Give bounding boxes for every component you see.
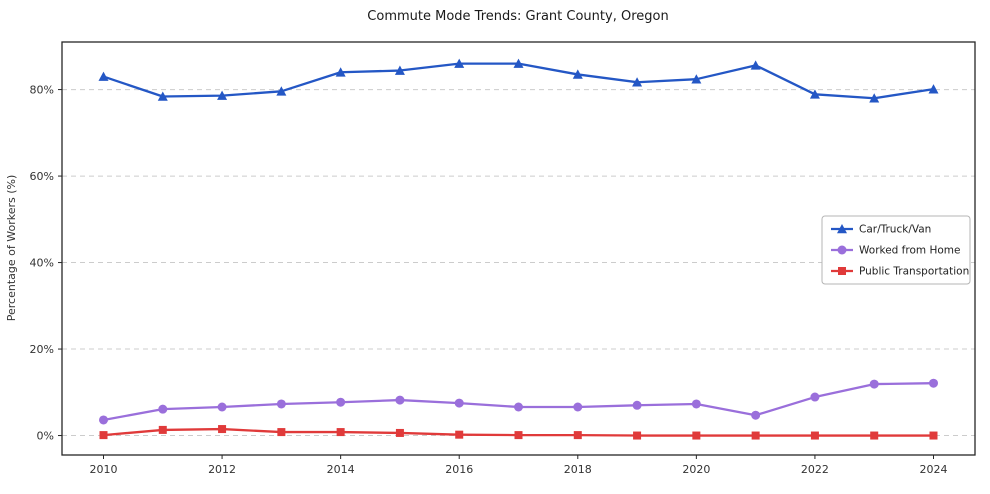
plot-border	[61, 41, 976, 456]
marker-square-icon	[395, 428, 404, 437]
marker-triangle-icon	[869, 93, 880, 103]
legend-label: Public Transportation	[859, 266, 969, 278]
marker-square-icon	[633, 431, 642, 440]
marker-circle-icon	[691, 399, 701, 409]
marker-square-icon	[277, 428, 286, 437]
marker-square-icon	[870, 431, 879, 440]
x-tick-label: 2020	[682, 463, 710, 476]
x-tick-label: 2018	[564, 463, 592, 476]
marker-triangle-icon	[750, 60, 761, 70]
chart-generated-layer: 0% 20% 40% 60% 80% 2010 2012 2014 2016 2018 2020 20…	[30, 41, 976, 476]
marker-triangle-icon	[394, 65, 405, 75]
marker-circle-icon	[632, 400, 642, 410]
marker-circle-icon	[514, 402, 523, 412]
marker-circle-icon	[99, 415, 108, 425]
y-tick-label: 80%	[30, 84, 54, 97]
marker-circle-icon	[454, 398, 464, 408]
series-public-transportation	[99, 425, 938, 440]
x-tick-label: 2024	[920, 463, 948, 476]
marker-square-icon	[455, 430, 464, 439]
marker-circle-icon	[573, 402, 583, 412]
marker-circle-icon	[158, 404, 168, 414]
y-tick-label: 0%	[37, 430, 54, 443]
legend: Car/Truck/Van Worked from Home Public Tran…	[821, 215, 971, 285]
marker-triangle-icon	[632, 77, 643, 87]
marker-triangle-icon	[809, 89, 820, 99]
marker-square-icon	[838, 267, 846, 275]
x-tick-label: 2022	[801, 463, 829, 476]
marker-square-icon	[573, 431, 582, 440]
legend-item: Public Transportation	[831, 266, 969, 278]
x-tick-label: 2016	[445, 463, 473, 476]
marker-triangle-icon	[276, 86, 287, 96]
chart-title: Commute Mode Trends: Grant County, Orego…	[367, 9, 668, 24]
legend-item: Car/Truck/Van	[831, 224, 931, 236]
marker-circle-icon	[336, 397, 346, 407]
x-tick-label: 2010	[90, 463, 118, 476]
legend-box	[821, 215, 971, 285]
y-tick-label: 20%	[30, 343, 54, 356]
legend-label: Worked from Home	[859, 245, 960, 257]
marker-square-icon	[99, 431, 108, 440]
legend-item: Worked from Home	[831, 245, 960, 257]
marker-square-icon	[810, 431, 819, 440]
series-worked-from-home	[99, 378, 938, 425]
series-car-truck-van	[98, 58, 939, 103]
x-tick-label: 2012	[208, 463, 236, 476]
marker-square-icon	[158, 425, 167, 434]
marker-circle-icon	[217, 402, 227, 412]
marker-triangle-icon	[837, 224, 847, 234]
marker-square-icon	[751, 431, 760, 440]
marker-triangle-icon	[157, 91, 168, 101]
marker-triangle-icon	[454, 58, 465, 68]
marker-square-icon	[218, 425, 227, 434]
marker-triangle-icon	[98, 71, 109, 81]
marker-circle-icon	[869, 379, 879, 389]
marker-square-icon	[692, 431, 701, 440]
marker-triangle-icon	[691, 74, 702, 84]
marker-triangle-icon	[928, 84, 939, 94]
y-tick-label: 60%	[30, 170, 54, 183]
marker-circle-icon	[276, 399, 286, 409]
marker-square-icon	[514, 431, 523, 440]
marker-square-icon	[336, 428, 345, 437]
marker-circle-icon	[837, 245, 847, 255]
marker-triangle-icon	[513, 58, 524, 68]
marker-triangle-icon	[217, 90, 228, 100]
marker-square-icon	[929, 431, 938, 440]
marker-circle-icon	[395, 395, 405, 405]
x-tick-label: 2014	[327, 463, 355, 476]
y-tick-label: 40%	[30, 257, 54, 270]
marker-circle-icon	[751, 410, 761, 420]
marker-circle-icon	[929, 378, 938, 388]
marker-circle-icon	[810, 392, 820, 402]
marker-triangle-icon	[335, 67, 346, 77]
y-axis-label: Percentage of Workers (%)	[5, 175, 18, 322]
marker-triangle-icon	[572, 69, 583, 79]
legend-label: Car/Truck/Van	[859, 224, 931, 236]
